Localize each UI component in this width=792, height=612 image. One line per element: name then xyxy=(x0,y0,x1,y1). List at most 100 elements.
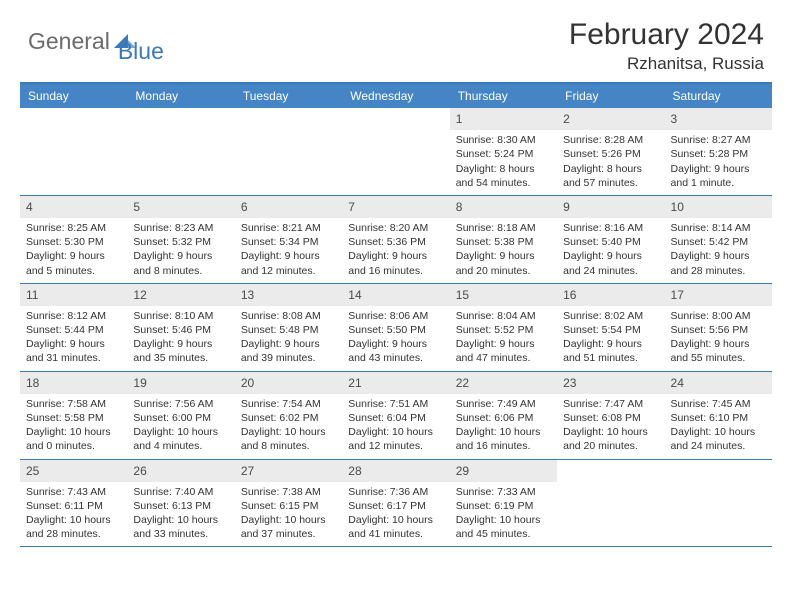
sunrise-text: Sunrise: 7:36 AM xyxy=(348,485,443,499)
sunset-text: Sunset: 6:13 PM xyxy=(133,499,228,513)
sunrise-text: Sunrise: 8:21 AM xyxy=(241,221,336,235)
location: Rzhanitsa, Russia xyxy=(569,54,764,74)
sunset-text: Sunset: 6:11 PM xyxy=(26,499,121,513)
day-cell: 1Sunrise: 8:30 AMSunset: 5:24 PMDaylight… xyxy=(450,108,557,195)
daylight-text-1: Daylight: 8 hours xyxy=(456,162,551,176)
sunrise-text: Sunrise: 8:04 AM xyxy=(456,309,551,323)
day-number: 22 xyxy=(450,372,557,394)
day-cell: 5Sunrise: 8:23 AMSunset: 5:32 PMDaylight… xyxy=(127,196,234,283)
day-number: 2 xyxy=(557,108,664,130)
day-cell: 13Sunrise: 8:08 AMSunset: 5:48 PMDayligh… xyxy=(235,284,342,371)
sunset-text: Sunset: 6:06 PM xyxy=(456,411,551,425)
day-cell: 2Sunrise: 8:28 AMSunset: 5:26 PMDaylight… xyxy=(557,108,664,195)
daylight-text-1: Daylight: 9 hours xyxy=(671,249,766,263)
day-number: 29 xyxy=(450,460,557,482)
day-number: 23 xyxy=(557,372,664,394)
daylight-text-1: Daylight: 10 hours xyxy=(133,425,228,439)
sunset-text: Sunset: 6:10 PM xyxy=(671,411,766,425)
day-content: Sunrise: 7:47 AMSunset: 6:08 PMDaylight:… xyxy=(557,394,664,459)
sunrise-text: Sunrise: 8:10 AM xyxy=(133,309,228,323)
daylight-text-1: Daylight: 10 hours xyxy=(241,513,336,527)
sunset-text: Sunset: 5:44 PM xyxy=(26,323,121,337)
day-cell: 20Sunrise: 7:54 AMSunset: 6:02 PMDayligh… xyxy=(235,372,342,459)
day-content: Sunrise: 7:33 AMSunset: 6:19 PMDaylight:… xyxy=(450,482,557,547)
sunset-text: Sunset: 6:15 PM xyxy=(241,499,336,513)
sunset-text: Sunset: 6:17 PM xyxy=(348,499,443,513)
daylight-text-1: Daylight: 9 hours xyxy=(671,337,766,351)
sunrise-text: Sunrise: 8:28 AM xyxy=(563,133,658,147)
sunrise-text: Sunrise: 7:38 AM xyxy=(241,485,336,499)
sunrise-text: Sunrise: 8:25 AM xyxy=(26,221,121,235)
day-cell: 4Sunrise: 8:25 AMSunset: 5:30 PMDaylight… xyxy=(20,196,127,283)
daylight-text-1: Daylight: 10 hours xyxy=(671,425,766,439)
daylight-text-2: and 55 minutes. xyxy=(671,351,766,365)
day-content: Sunrise: 8:00 AMSunset: 5:56 PMDaylight:… xyxy=(665,306,772,371)
day-content: Sunrise: 8:12 AMSunset: 5:44 PMDaylight:… xyxy=(20,306,127,371)
sunset-text: Sunset: 5:32 PM xyxy=(133,235,228,249)
sunset-text: Sunset: 5:54 PM xyxy=(563,323,658,337)
sunrise-text: Sunrise: 8:12 AM xyxy=(26,309,121,323)
sunrise-text: Sunrise: 8:02 AM xyxy=(563,309,658,323)
day-content: Sunrise: 7:36 AMSunset: 6:17 PMDaylight:… xyxy=(342,482,449,547)
sunset-text: Sunset: 6:02 PM xyxy=(241,411,336,425)
empty-day-cell xyxy=(342,108,449,195)
daylight-text-1: Daylight: 9 hours xyxy=(133,249,228,263)
day-cell: 10Sunrise: 8:14 AMSunset: 5:42 PMDayligh… xyxy=(665,196,772,283)
daylight-text-2: and 37 minutes. xyxy=(241,527,336,541)
sunset-text: Sunset: 6:19 PM xyxy=(456,499,551,513)
day-number: 26 xyxy=(127,460,234,482)
sunset-text: Sunset: 5:58 PM xyxy=(26,411,121,425)
daylight-text-2: and 28 minutes. xyxy=(671,264,766,278)
weekday-header: Sunday xyxy=(20,84,127,108)
daylight-text-2: and 1 minute. xyxy=(671,176,766,190)
day-number: 15 xyxy=(450,284,557,306)
day-number: 1 xyxy=(450,108,557,130)
day-content: Sunrise: 8:23 AMSunset: 5:32 PMDaylight:… xyxy=(127,218,234,283)
daylight-text-1: Daylight: 9 hours xyxy=(348,249,443,263)
day-number: 28 xyxy=(342,460,449,482)
sunrise-text: Sunrise: 7:51 AM xyxy=(348,397,443,411)
daylight-text-2: and 47 minutes. xyxy=(456,351,551,365)
day-content: Sunrise: 8:08 AMSunset: 5:48 PMDaylight:… xyxy=(235,306,342,371)
day-number: 8 xyxy=(450,196,557,218)
daylight-text-1: Daylight: 9 hours xyxy=(241,337,336,351)
sunset-text: Sunset: 5:46 PM xyxy=(133,323,228,337)
sunrise-text: Sunrise: 8:06 AM xyxy=(348,309,443,323)
empty-day-cell xyxy=(665,460,772,547)
day-number: 9 xyxy=(557,196,664,218)
daylight-text-2: and 5 minutes. xyxy=(26,264,121,278)
day-content: Sunrise: 8:28 AMSunset: 5:26 PMDaylight:… xyxy=(557,130,664,195)
week-row: 4Sunrise: 8:25 AMSunset: 5:30 PMDaylight… xyxy=(20,196,772,284)
day-cell: 8Sunrise: 8:18 AMSunset: 5:38 PMDaylight… xyxy=(450,196,557,283)
daylight-text-2: and 43 minutes. xyxy=(348,351,443,365)
daylight-text-2: and 12 minutes. xyxy=(241,264,336,278)
sunrise-text: Sunrise: 8:20 AM xyxy=(348,221,443,235)
daylight-text-2: and 24 minutes. xyxy=(563,264,658,278)
daylight-text-2: and 16 minutes. xyxy=(348,264,443,278)
sunrise-text: Sunrise: 7:45 AM xyxy=(671,397,766,411)
sunrise-text: Sunrise: 8:16 AM xyxy=(563,221,658,235)
day-content: Sunrise: 7:51 AMSunset: 6:04 PMDaylight:… xyxy=(342,394,449,459)
day-content: Sunrise: 8:16 AMSunset: 5:40 PMDaylight:… xyxy=(557,218,664,283)
sunrise-text: Sunrise: 8:27 AM xyxy=(671,133,766,147)
day-content: Sunrise: 8:21 AMSunset: 5:34 PMDaylight:… xyxy=(235,218,342,283)
sunrise-text: Sunrise: 7:47 AM xyxy=(563,397,658,411)
sunrise-text: Sunrise: 7:33 AM xyxy=(456,485,551,499)
daylight-text-1: Daylight: 9 hours xyxy=(456,337,551,351)
day-cell: 24Sunrise: 7:45 AMSunset: 6:10 PMDayligh… xyxy=(665,372,772,459)
day-cell: 15Sunrise: 8:04 AMSunset: 5:52 PMDayligh… xyxy=(450,284,557,371)
daylight-text-2: and 12 minutes. xyxy=(348,439,443,453)
day-content: Sunrise: 8:30 AMSunset: 5:24 PMDaylight:… xyxy=(450,130,557,195)
day-content: Sunrise: 8:14 AMSunset: 5:42 PMDaylight:… xyxy=(665,218,772,283)
day-number: 13 xyxy=(235,284,342,306)
sunrise-text: Sunrise: 7:40 AM xyxy=(133,485,228,499)
daylight-text-2: and 57 minutes. xyxy=(563,176,658,190)
daylight-text-1: Daylight: 9 hours xyxy=(456,249,551,263)
day-number: 20 xyxy=(235,372,342,394)
empty-day-cell xyxy=(235,108,342,195)
sunrise-text: Sunrise: 8:08 AM xyxy=(241,309,336,323)
sunset-text: Sunset: 6:08 PM xyxy=(563,411,658,425)
daylight-text-1: Daylight: 10 hours xyxy=(241,425,336,439)
calendar: SundayMondayTuesdayWednesdayThursdayFrid… xyxy=(20,82,772,547)
weekday-header: Saturday xyxy=(665,84,772,108)
